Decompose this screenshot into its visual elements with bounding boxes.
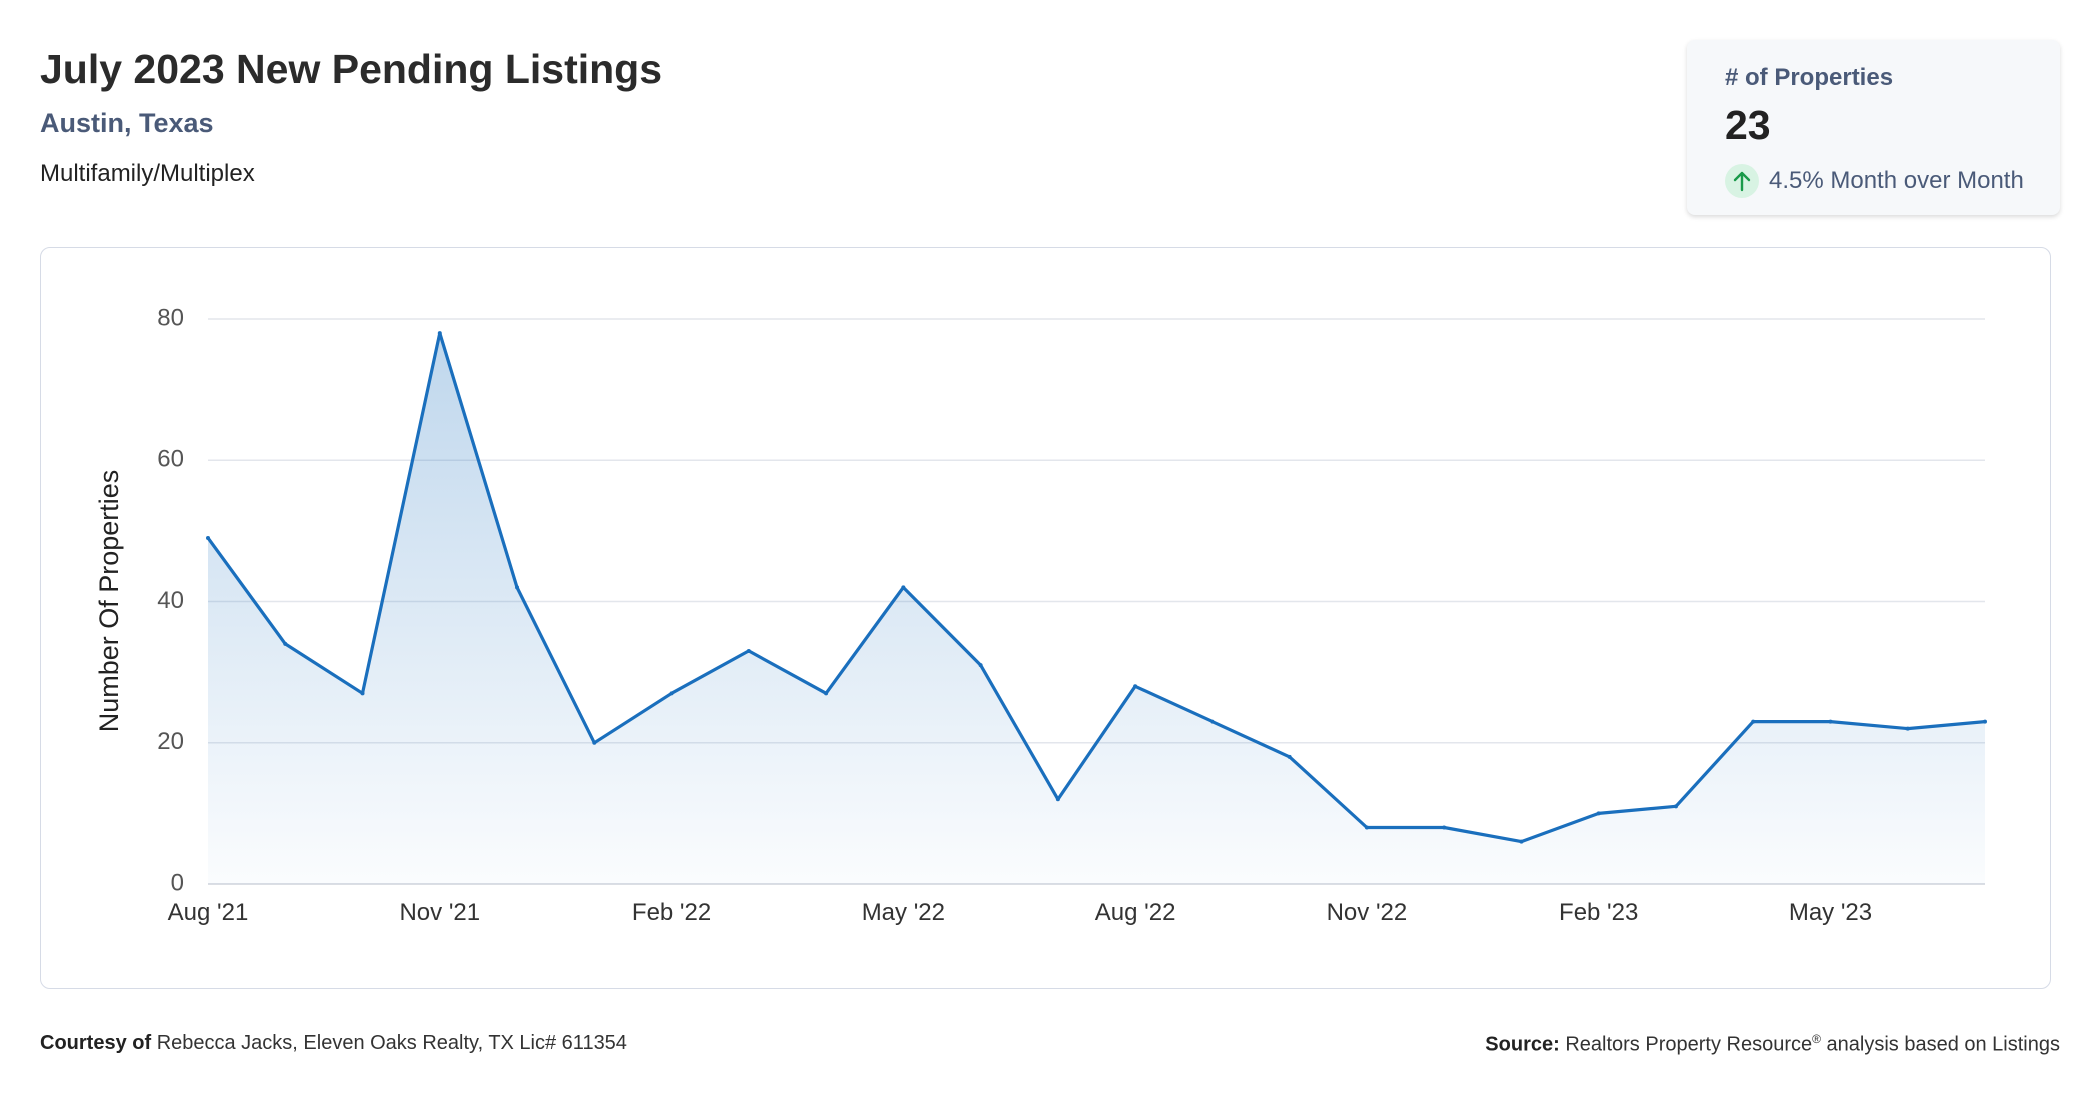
registered-mark: ®: [1812, 1032, 1821, 1046]
data-point: [283, 641, 288, 646]
data-point: [360, 691, 365, 696]
series-line: [206, 331, 1986, 844]
property-type-label: Multifamily/Multiplex: [40, 160, 255, 187]
data-points: [206, 331, 1987, 844]
data-point: [1519, 839, 1524, 844]
data-point: [1828, 719, 1833, 724]
data-point: [1364, 825, 1369, 830]
data-point: [978, 663, 983, 668]
x-tick-label: Nov '21: [399, 899, 480, 926]
y-tick-label: 20: [157, 728, 184, 755]
source-footer: Source: Realtors Property Resource® anal…: [1485, 1032, 2060, 1057]
x-axis-ticks: Aug '21 Nov '21 Feb '22 May '22 Aug '22 Nov '…: [168, 899, 1872, 926]
stat-label: # of Properties: [1725, 64, 1894, 91]
x-tick-label: Aug '22: [1095, 899, 1176, 926]
x-tick-label: Nov '22: [1327, 899, 1408, 926]
y-axis-label: Number Of Properties: [94, 470, 124, 733]
y-tick-label: 0: [171, 869, 184, 896]
source-label: Source:: [1485, 1033, 1560, 1056]
data-point: [1055, 797, 1060, 802]
data-point: [206, 535, 210, 540]
data-point: [1442, 825, 1447, 830]
data-point: [901, 585, 906, 590]
source-text: Realtors Property Resource: [1565, 1033, 1813, 1056]
location-subtitle: Austin, Texas: [40, 108, 214, 138]
courtesy-text: Rebecca Jacks, Eleven Oaks Realty, TX Li…: [156, 1032, 627, 1054]
stat-value: 23: [1725, 102, 1771, 148]
courtesy-footer: Courtesy of Rebecca Jacks, Eleven Oaks R…: [40, 1032, 627, 1055]
series-area-fill: [208, 333, 1985, 885]
data-point: [746, 648, 751, 653]
chart-card: 0 20 40 60 80 Aug '21 Nov '21 Feb '22 May '22 Au…: [40, 247, 2051, 989]
x-tick-label: Feb '23: [1559, 899, 1638, 926]
stat-change-text: 4.5% Month over Month: [1769, 167, 2024, 194]
arrow-up-icon: [1725, 164, 1759, 198]
properties-stat-card: # of Properties 23 4.5% Month over Month: [1687, 40, 2060, 215]
stat-change: 4.5% Month over Month: [1725, 164, 2024, 198]
y-tick-label: 40: [157, 587, 184, 614]
y-tick-label: 60: [157, 446, 184, 473]
x-tick-label: May '23: [1789, 899, 1872, 926]
data-point: [669, 691, 674, 696]
data-point: [1596, 811, 1601, 816]
x-tick-label: May '22: [862, 899, 945, 926]
page-title: July 2023 New Pending Listings: [40, 46, 663, 92]
data-point: [1751, 719, 1756, 724]
source-text-suffix: analysis based on Listings: [1820, 1033, 2061, 1056]
courtesy-label: Courtesy of: [40, 1032, 152, 1054]
data-point: [515, 585, 520, 590]
y-tick-label: 80: [157, 304, 184, 331]
data-point: [824, 691, 829, 696]
data-point: [1905, 726, 1910, 731]
data-point: [592, 740, 597, 745]
data-point: [1287, 754, 1292, 759]
data-point: [1210, 719, 1215, 724]
y-axis-ticks: 0 20 40 60 80: [157, 304, 184, 896]
data-point: [437, 331, 442, 336]
data-point: [1673, 804, 1678, 809]
x-tick-label: Aug '21: [168, 899, 249, 926]
x-tick-label: Feb '22: [632, 899, 711, 926]
data-point: [1133, 684, 1138, 689]
data-point: [1983, 719, 1987, 724]
